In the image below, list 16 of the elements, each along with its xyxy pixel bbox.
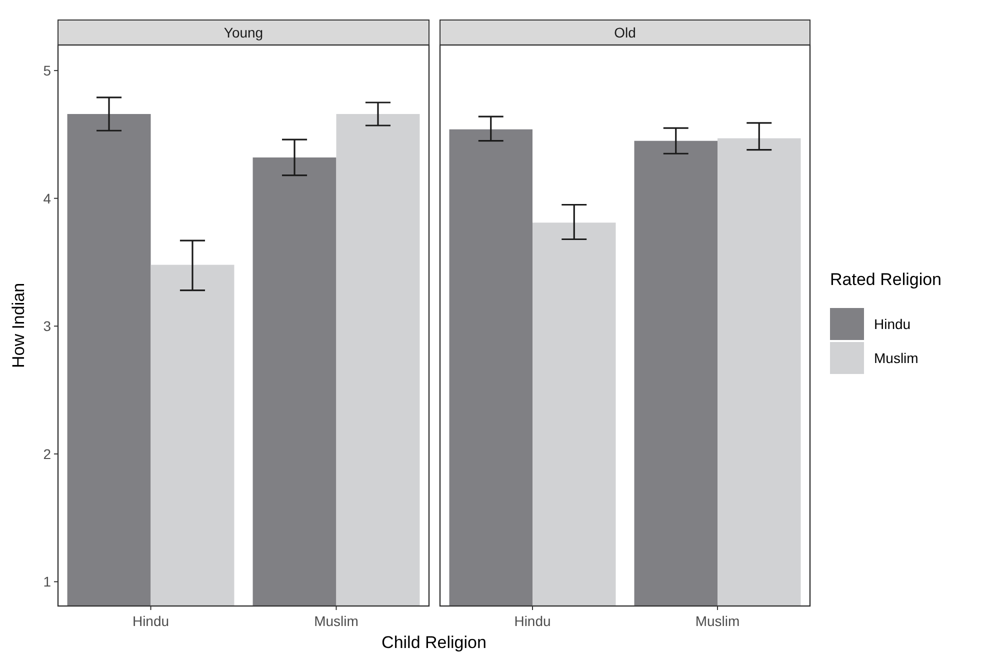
- y-tick-label: 1: [43, 574, 52, 590]
- y-tick-label: 4: [43, 190, 52, 206]
- chart-title: Young: [224, 24, 264, 40]
- x-tick-label: Hindu: [514, 613, 551, 629]
- x-tick-label: Muslim: [314, 613, 358, 629]
- legend-label: Muslim: [874, 350, 918, 366]
- legend-title: Rated Religion: [830, 270, 942, 289]
- legend-label: Hindu: [874, 316, 911, 332]
- chart-title: Old: [614, 24, 636, 40]
- y-tick-label: 5: [43, 62, 52, 79]
- x-tick-label: Hindu: [132, 613, 170, 629]
- x-axis-title: Child Religion: [382, 633, 486, 652]
- y-tick-label: 2: [43, 446, 52, 462]
- y-axis-title: How Indian: [9, 282, 28, 368]
- y-tick-label: 3: [43, 318, 52, 334]
- x-tick-label: Muslim: [695, 613, 740, 629]
